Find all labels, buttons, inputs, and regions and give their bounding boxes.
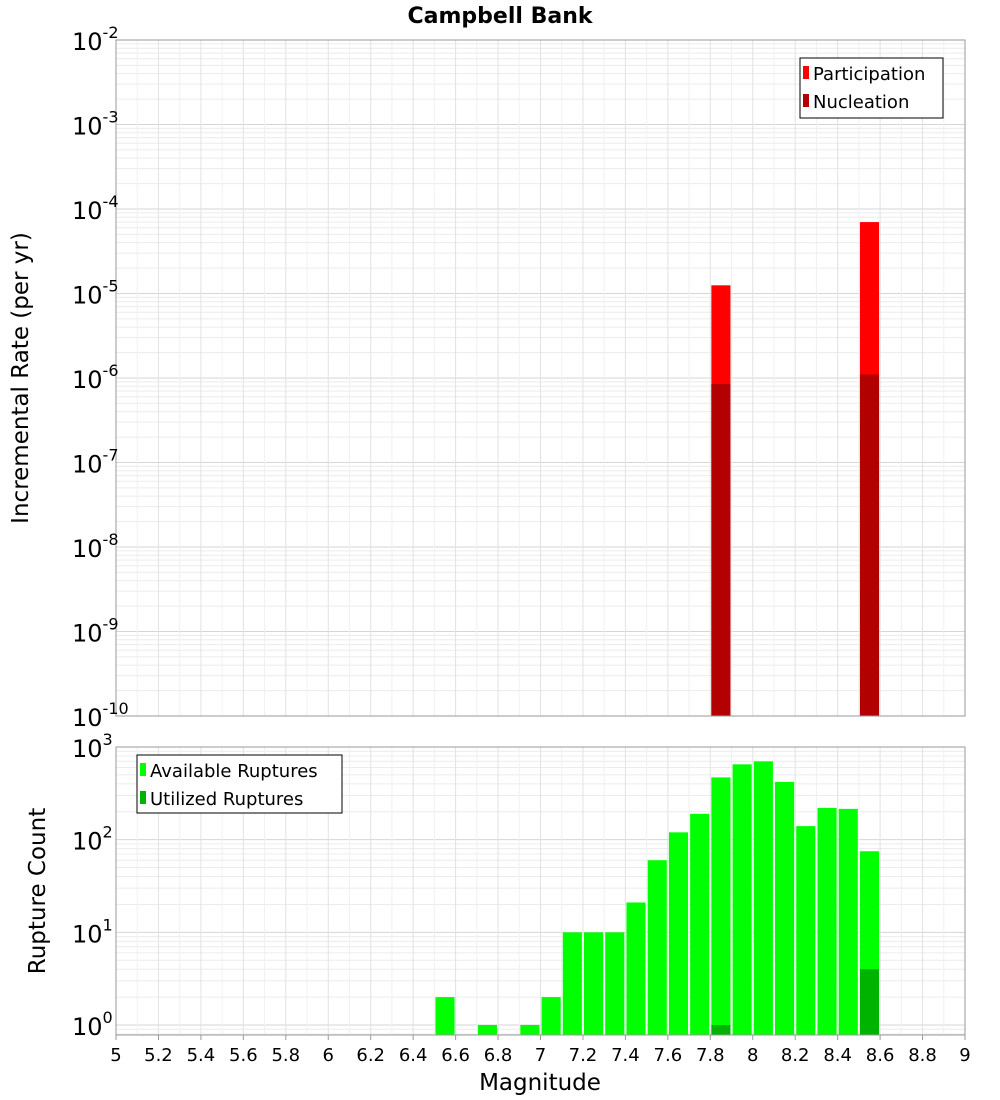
legend-swatch-nucleation xyxy=(803,94,809,107)
top-grid xyxy=(115,39,966,717)
bar-available-ruptures xyxy=(711,777,731,1035)
y-tick-label: 101 xyxy=(72,915,113,948)
x-tick-label: 5.2 xyxy=(144,1045,173,1066)
bar-available-ruptures xyxy=(626,902,646,1035)
y-tick-label: 10-5 xyxy=(72,277,119,310)
x-tick-label: 7.4 xyxy=(611,1045,640,1066)
x-tick-label: 8.4 xyxy=(823,1045,852,1066)
x-tick-label: 7.2 xyxy=(569,1045,598,1066)
top-plot-border xyxy=(115,39,966,717)
bottom-plot-area: 103 102 101 100 5 5.2 5.4 5.6 5.8 6 6.2 6.4 6.6 6.8 7… xyxy=(72,730,971,1066)
x-tick-label: 6.8 xyxy=(484,1045,513,1066)
y-tick-label: 103 xyxy=(72,730,113,763)
x-tick-label: 6.4 xyxy=(399,1045,428,1066)
legend-swatch-available xyxy=(140,763,146,776)
bar-available-ruptures xyxy=(775,781,795,1035)
bar-nucleation xyxy=(711,383,731,716)
top-y-axis-label: Incremental Rate (per yr) xyxy=(8,232,34,524)
bar-utilized-ruptures xyxy=(859,969,880,1035)
x-tick-label: 5.6 xyxy=(229,1045,258,1066)
x-tick-label: 5 xyxy=(110,1045,121,1066)
bottom-legend: Available Ruptures Utilized Ruptures xyxy=(136,754,343,814)
y-tick-label: 10-9 xyxy=(72,615,119,648)
y-tick-label: 102 xyxy=(72,823,113,856)
bar-available-ruptures xyxy=(520,1025,540,1035)
bottom-bars xyxy=(435,761,880,1035)
bar-available-ruptures xyxy=(732,764,752,1035)
bar-available-ruptures xyxy=(753,761,773,1035)
bar-available-ruptures xyxy=(435,997,455,1035)
bar-nucleation xyxy=(859,374,880,716)
x-tick-label: 8 xyxy=(747,1045,758,1066)
x-tick-label: 5.8 xyxy=(271,1045,300,1066)
bar-available-ruptures xyxy=(838,808,858,1035)
bar-available-ruptures xyxy=(541,997,561,1035)
y-tick-label: 100 xyxy=(72,1008,113,1041)
bar-available-ruptures xyxy=(562,932,582,1035)
bar-utilized-ruptures xyxy=(711,1025,731,1035)
chart-title: Campbell Bank xyxy=(408,4,594,29)
y-tick-label: 10-6 xyxy=(72,361,119,394)
x-tick-label: 6 xyxy=(323,1045,334,1066)
x-tick-label: 8.2 xyxy=(781,1045,810,1066)
legend-label-available: Available Ruptures xyxy=(150,761,318,782)
y-tick-label: 10-7 xyxy=(72,446,119,479)
bar-available-ruptures xyxy=(690,813,710,1035)
legend-label-participation: Participation xyxy=(813,64,925,85)
bar-available-ruptures xyxy=(477,1025,497,1035)
top-legend-box xyxy=(799,57,944,119)
x-ticks: 5 5.2 5.4 5.6 5.8 6 6.2 6.4 6.6 6.8 7 7.2 7.4 7.6 7.8 8… xyxy=(110,1035,971,1066)
x-tick-label: 6.6 xyxy=(441,1045,470,1066)
y-tick-label: 10-10 xyxy=(72,699,129,732)
bottom-y-ticks: 103 102 101 100 xyxy=(72,730,113,1041)
bar-available-ruptures xyxy=(817,807,837,1035)
x-tick-label: 9 xyxy=(959,1045,970,1066)
x-tick-label: 8.6 xyxy=(866,1045,895,1066)
bar-available-ruptures xyxy=(647,860,667,1035)
x-tick-label: 7.6 xyxy=(654,1045,683,1066)
legend-swatch-utilized xyxy=(140,791,146,804)
legend-label-utilized: Utilized Ruptures xyxy=(150,789,303,810)
bottom-legend-box xyxy=(136,754,343,814)
bar-available-ruptures xyxy=(584,932,604,1035)
bar-available-ruptures xyxy=(668,832,689,1035)
bar-available-ruptures xyxy=(605,932,625,1035)
bar-available-ruptures xyxy=(796,826,816,1035)
legend-label-nucleation: Nucleation xyxy=(813,92,909,113)
x-tick-label: 5.4 xyxy=(187,1045,216,1066)
legend-swatch-participation xyxy=(803,66,809,79)
top-plot-area: 10-2 10-3 10-4 10-5 10-6 10-7 10-8 10-9 10-10 xyxy=(72,23,966,732)
y-tick-label: 10-4 xyxy=(72,192,119,225)
top-y-ticks: 10-2 10-3 10-4 10-5 10-6 10-7 10-8 10-9 10-10 xyxy=(72,23,129,732)
y-tick-label: 10-2 xyxy=(72,23,119,56)
top-legend: Participation Nucleation xyxy=(799,57,944,119)
x-axis-label: Magnitude xyxy=(479,1070,601,1096)
x-tick-label: 7 xyxy=(535,1045,546,1066)
y-tick-label: 10-8 xyxy=(72,530,119,563)
bottom-y-axis-label: Rupture Count xyxy=(25,808,51,974)
y-tick-label: 10-3 xyxy=(72,108,119,141)
x-tick-label: 8.8 xyxy=(908,1045,937,1066)
x-tick-label: 7.8 xyxy=(696,1045,725,1066)
top-bars xyxy=(711,222,880,716)
x-tick-label: 6.2 xyxy=(356,1045,385,1066)
